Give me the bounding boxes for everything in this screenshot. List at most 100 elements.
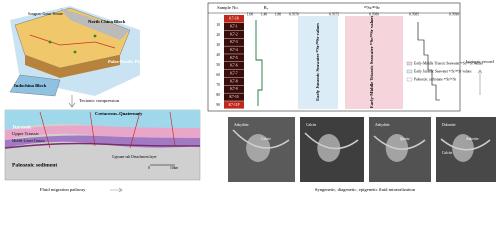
sample-cell bbox=[224, 93, 244, 101]
depth-tick-label: 60 bbox=[216, 73, 220, 77]
arrow-label: Isotopic record bbox=[466, 59, 494, 64]
vein bbox=[440, 138, 491, 151]
isotope-panel: Sample No. Rₒ ⁸⁷Sr/⁸⁶Sr Early Jurassic S… bbox=[207, 2, 483, 112]
sample-label: K7-1R bbox=[229, 17, 239, 21]
sample-cell bbox=[224, 22, 244, 31]
sample-label: K7-10 bbox=[229, 95, 238, 99]
layer-jurassic bbox=[5, 110, 200, 130]
band-jurassic bbox=[298, 16, 338, 109]
section-label: Upper Triassic bbox=[12, 131, 39, 136]
arrow-label: Syngenetic, diagenetic, epigenetic fluid… bbox=[315, 187, 416, 193]
header: Rₒ bbox=[264, 5, 269, 10]
sample-label: K7-2 bbox=[230, 32, 238, 36]
sr-tick-label: 0.7080 bbox=[369, 12, 379, 16]
legend-label: Early Jurassic Seawater ⁸⁷Sr/⁸⁶Sr values bbox=[414, 69, 472, 73]
map-label: Indochina Block bbox=[14, 83, 47, 88]
north-block bbox=[60, 8, 130, 40]
section-label: Jurassic bbox=[12, 124, 32, 130]
section-label: Cretaceous–Quaternary bbox=[95, 111, 143, 116]
arrow bbox=[68, 95, 76, 108]
sample-cell bbox=[224, 54, 244, 62]
grain bbox=[246, 134, 271, 162]
arrow bbox=[477, 69, 483, 95]
suture bbox=[29, 34, 116, 49]
sample-label: K7-4 bbox=[230, 48, 238, 52]
legend-swatch bbox=[406, 77, 413, 82]
mineral-label: Calcite bbox=[442, 151, 453, 155]
sample-cell bbox=[224, 69, 244, 78]
sr-curve bbox=[417, 22, 440, 101]
depth-tick-label: 20 bbox=[216, 33, 220, 37]
detachment bbox=[4, 142, 201, 149]
figure: Songpan -Ganzi Terrane North China Block… bbox=[4, 2, 496, 193]
depth-tick-label: 70 bbox=[216, 83, 220, 87]
fault bbox=[39, 111, 176, 149]
arrow-label: Tectonic compression bbox=[79, 98, 120, 103]
sample-label: K7-1 bbox=[230, 25, 238, 29]
sample-label: K7-6 bbox=[230, 64, 238, 68]
vein bbox=[373, 135, 426, 150]
scale-label: 0 bbox=[148, 166, 150, 170]
sample-cell bbox=[224, 30, 244, 39]
mineral-label: Calcite bbox=[306, 123, 317, 127]
layer-lower bbox=[5, 135, 200, 148]
legend-swatch bbox=[406, 69, 413, 74]
mineral-label: Dolomite bbox=[442, 123, 456, 127]
header: Sample No. bbox=[217, 5, 239, 10]
dot bbox=[73, 50, 77, 54]
depth-tick-label: 40 bbox=[216, 53, 220, 57]
section-label: Gypsum-salt Detachment layer bbox=[112, 155, 158, 159]
scale-label: 10km bbox=[170, 166, 178, 170]
sr-tick-label: 0.7070 bbox=[289, 12, 299, 16]
vein bbox=[232, 129, 290, 149]
ro-tick-label: 1.00 bbox=[247, 12, 253, 16]
sample-label: K7-9 bbox=[230, 87, 238, 91]
mineral-label: Anhydrite bbox=[234, 123, 249, 127]
section-label: Middle-Lower Triassic bbox=[12, 139, 45, 143]
map-label: Songpan -Ganzi Terrane bbox=[28, 12, 63, 16]
indochina bbox=[9, 74, 61, 97]
sr-tick-label: 0.7085 bbox=[409, 12, 419, 16]
sample-cell bbox=[224, 46, 244, 54]
header: ⁸⁷Sr/⁸⁶Sr bbox=[364, 5, 380, 10]
sr-tick-label: 0.7090 bbox=[449, 12, 459, 16]
sample-label: K7-8 bbox=[230, 79, 238, 83]
depth-tick-label: 80 bbox=[216, 93, 220, 97]
sample-cell bbox=[224, 101, 244, 109]
mineral-label: Calcite bbox=[261, 137, 272, 141]
sample-label: K7-5 bbox=[230, 56, 238, 60]
arrow bbox=[110, 187, 123, 193]
layer-triassic bbox=[5, 125, 200, 140]
sample-cell bbox=[224, 38, 244, 46]
sr-tick-label: 0.7075 bbox=[329, 12, 339, 16]
dot bbox=[48, 40, 52, 44]
ro-curve bbox=[255, 20, 263, 106]
legend-swatch bbox=[406, 61, 413, 66]
mineral-label: Ankerite bbox=[466, 137, 479, 141]
depth-tick-label: 10 bbox=[216, 23, 220, 27]
mineral-label: Quartz bbox=[400, 137, 410, 141]
depth-tick-label: 90 bbox=[216, 103, 220, 107]
section-label: Paleozoic sediment bbox=[12, 162, 57, 168]
mineral-label: Anhydrite bbox=[375, 123, 390, 127]
legend-label: Early-Middle Triassic Seawater ⁸⁷Sr/⁸⁶Sr… bbox=[414, 61, 483, 65]
band-label: Early-Middle Triassic Seawater ⁸⁷Sr/⁸⁶Sr… bbox=[369, 16, 374, 109]
sample-cell bbox=[224, 77, 244, 86]
band-label: Early Jurassic Seawater ⁸⁷Sr/⁸⁶Sr values bbox=[315, 23, 320, 101]
arrow-label: Fluid migration pathway bbox=[40, 187, 86, 192]
dot bbox=[93, 34, 97, 38]
legend-label: Paleozoic carbonate ⁸⁷Sr/⁸⁶Sr bbox=[414, 77, 457, 81]
ro-tick-label: 1.80 bbox=[275, 12, 281, 16]
tectonic-map: Songpan -Ganzi Terrane North China Block… bbox=[9, 6, 145, 97]
band-triassic bbox=[345, 16, 403, 109]
cross-section: Cretaceous–Quaternary Jurassic Upper Tri… bbox=[4, 109, 201, 181]
depth-tick-label: 50 bbox=[216, 63, 220, 67]
sample-cell bbox=[224, 15, 244, 23]
sample-cell bbox=[224, 62, 244, 70]
block-side bbox=[25, 55, 120, 78]
sem-images: Anhydrite Calcite Calcite Anhydrite Quartz Do… bbox=[228, 117, 496, 182]
map-label: North China Block bbox=[88, 19, 126, 24]
depth-tick-label: 30 bbox=[216, 43, 220, 47]
sample-cell bbox=[224, 85, 244, 93]
ro-tick-label: 1.40 bbox=[261, 12, 267, 16]
